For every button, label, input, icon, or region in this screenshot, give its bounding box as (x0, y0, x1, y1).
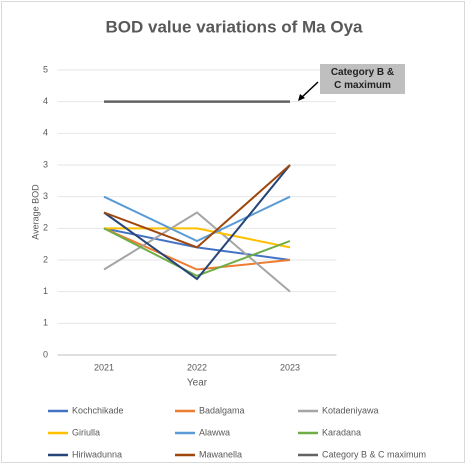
series-line (104, 227, 291, 249)
series-line (103, 164, 291, 281)
chart-title: BOD value variations of Ma Oya (106, 17, 364, 36)
legend-label: Karadana (322, 427, 361, 437)
x-axis-label: Year (187, 378, 208, 389)
y-tick-label: 4 (43, 128, 48, 138)
y-tick-label: 3 (43, 191, 48, 201)
legend-label: Kochchikade (72, 405, 124, 415)
legend-label: Alawwa (199, 427, 230, 437)
legend-label: Badalgama (199, 405, 245, 415)
y-tick-label: 4 (43, 96, 48, 106)
series-line (103, 211, 291, 293)
legend-label: Giriulla (72, 427, 100, 437)
annotation-arrowhead (298, 94, 305, 101)
x-tick-label: 2023 (280, 362, 300, 372)
y-axis-label: Average BOD (30, 184, 40, 240)
annotation-arrow (299, 81, 319, 100)
legend-label: Mawanella (199, 449, 242, 459)
y-tick-label: 5 (43, 64, 48, 74)
legend-label: Hiriwadunna (72, 449, 122, 459)
legend-label: Kotadeniyawa (322, 405, 379, 415)
x-tick-label: 2021 (94, 362, 114, 372)
y-tick-label: 2 (43, 254, 48, 264)
series-line (103, 227, 291, 277)
series-line (103, 195, 291, 243)
y-tick-label: 1 (43, 286, 48, 296)
y-tick-label: 1 (43, 318, 48, 328)
annotation: Category B & C maximum (320, 64, 405, 94)
series-line (103, 227, 291, 271)
y-tick-label: 0 (43, 349, 48, 359)
series-line (103, 164, 291, 249)
y-tick-label: 2 (43, 223, 48, 233)
legend-label: Category B & C maximum (322, 449, 426, 459)
y-tick-label: 3 (43, 159, 48, 169)
x-tick-label: 2022 (187, 362, 207, 372)
